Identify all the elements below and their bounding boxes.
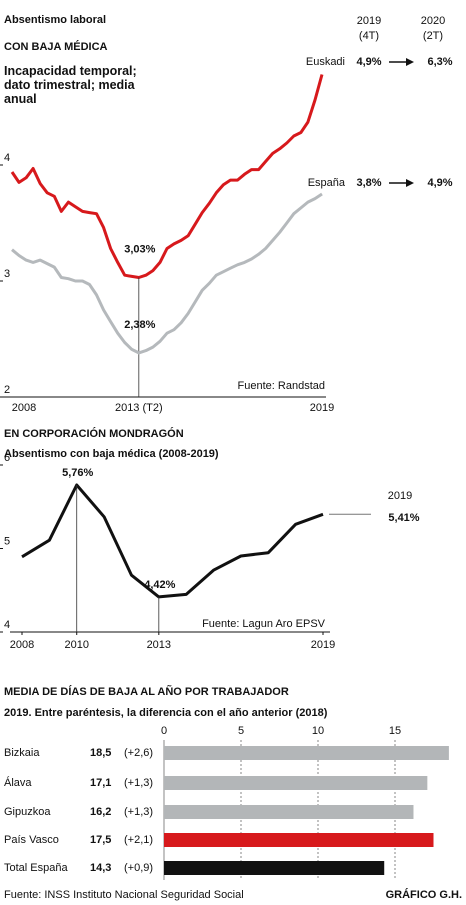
- data-line: [10, 74, 324, 279]
- x-tick-label: 2013: [147, 639, 171, 651]
- period-label: (4T): [359, 30, 379, 42]
- bar: [164, 776, 428, 790]
- period-year: 2019: [357, 15, 381, 27]
- change-label: (+0,9): [124, 862, 153, 874]
- period-year: 2020: [421, 15, 445, 27]
- value-label: 4,42%: [144, 579, 175, 591]
- bar: [164, 861, 385, 875]
- source: Fuente: Lagun Aro EPSV: [202, 618, 326, 630]
- x-tick-label: 2019: [310, 402, 334, 414]
- y-tick-label: 5: [4, 535, 10, 547]
- bar: [164, 805, 414, 819]
- value-label: 17,5: [90, 834, 111, 846]
- x-tick-label: 2008: [10, 639, 34, 651]
- value-label: 17,1: [90, 777, 111, 789]
- change-label: (+2,1): [124, 834, 153, 846]
- arrow-head: [406, 58, 414, 66]
- y-tick-label: 6: [4, 452, 10, 464]
- data-line: [11, 192, 323, 355]
- comparison-label: 6,3%: [427, 56, 452, 68]
- category-label: Bizkaia: [4, 747, 40, 759]
- change-label: (+1,3): [124, 806, 153, 818]
- category-label: Gipuzkoa: [4, 806, 51, 818]
- chart-title: Absentismo laboral: [4, 14, 106, 26]
- footer-credit: GRÁFICO G.H.: [386, 888, 462, 901]
- legend-label: España: [308, 177, 346, 189]
- x-tick-label: 5: [238, 725, 244, 737]
- chart-subtitle: Absentismo con baja médica (2008-2019): [4, 448, 219, 460]
- footer-source: Fuente: INSS Instituto Nacional Segurida…: [4, 889, 244, 901]
- value-label: 5,76%: [62, 467, 93, 479]
- x-tick-label: 10: [312, 725, 324, 737]
- chart-subtitle: CON BAJA MÉDICA: [4, 40, 108, 53]
- source: Fuente: Randstad: [238, 380, 325, 392]
- x-tick-label: 15: [389, 725, 401, 737]
- end-year: 2019: [388, 490, 412, 502]
- x-tick-label: 2019: [311, 639, 335, 651]
- change-label: (+1,3): [124, 777, 153, 789]
- end-label: 5,41%: [388, 512, 419, 524]
- data-line: [21, 483, 324, 599]
- category-label: País Vasco: [4, 834, 59, 846]
- bar: [164, 746, 449, 760]
- value-label: 14,3: [90, 862, 111, 874]
- value-label: 16,2: [90, 806, 111, 818]
- chart-title: EN CORPORACIÓN MONDRAGÓN: [4, 427, 184, 440]
- category-label: Álava: [4, 776, 32, 789]
- chart-subtitle: 2019. Entre paréntesis, la diferencia co…: [4, 707, 328, 719]
- category-label: Total España: [4, 862, 68, 874]
- y-tick-label: 2: [4, 384, 10, 396]
- value-label: 3,03%: [124, 243, 155, 255]
- value-label: 18,5: [90, 747, 111, 759]
- chart-note: Incapacidad temporal; dato trimestral; m…: [4, 64, 137, 106]
- arrow-head: [406, 179, 414, 187]
- change-label: (+2,6): [124, 747, 153, 759]
- comparison-label: 4,9%: [356, 56, 381, 68]
- x-tick-label: 2013 (T2): [115, 402, 163, 414]
- period-label: (2T): [423, 30, 443, 42]
- legend-label: Euskadi: [306, 56, 345, 68]
- x-tick-label: 0: [161, 725, 167, 737]
- chart-title: MEDIA DE DÍAS DE BAJA AL AÑO POR TRABAJA…: [4, 685, 289, 698]
- comparison-label: 3,8%: [356, 177, 381, 189]
- x-tick-label: 2010: [64, 639, 88, 651]
- bar: [164, 833, 434, 847]
- value-label: 2,38%: [124, 319, 155, 331]
- y-tick-label: 3: [4, 268, 10, 280]
- x-tick-label: 2008: [12, 402, 36, 414]
- y-tick-label: 4: [4, 152, 10, 164]
- y-tick-label: 4: [4, 619, 10, 631]
- comparison-label: 4,9%: [427, 177, 452, 189]
